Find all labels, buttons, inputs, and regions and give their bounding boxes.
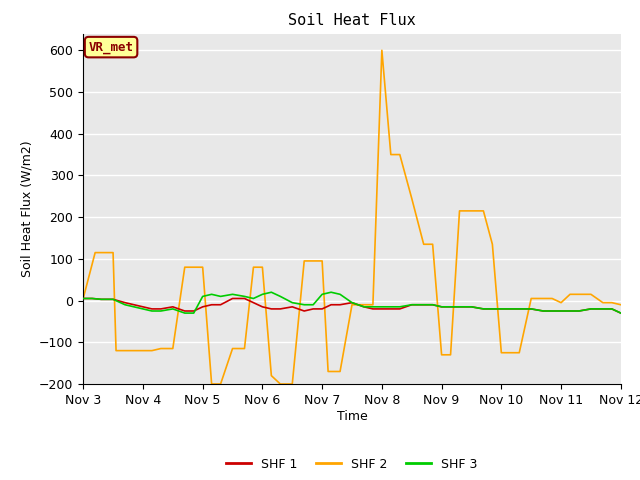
- X-axis label: Time: Time: [337, 409, 367, 422]
- Y-axis label: Soil Heat Flux (W/m2): Soil Heat Flux (W/m2): [20, 141, 33, 277]
- Legend: SHF 1, SHF 2, SHF 3: SHF 1, SHF 2, SHF 3: [221, 453, 483, 476]
- Text: VR_met: VR_met: [88, 41, 134, 54]
- Title: Soil Heat Flux: Soil Heat Flux: [288, 13, 416, 28]
